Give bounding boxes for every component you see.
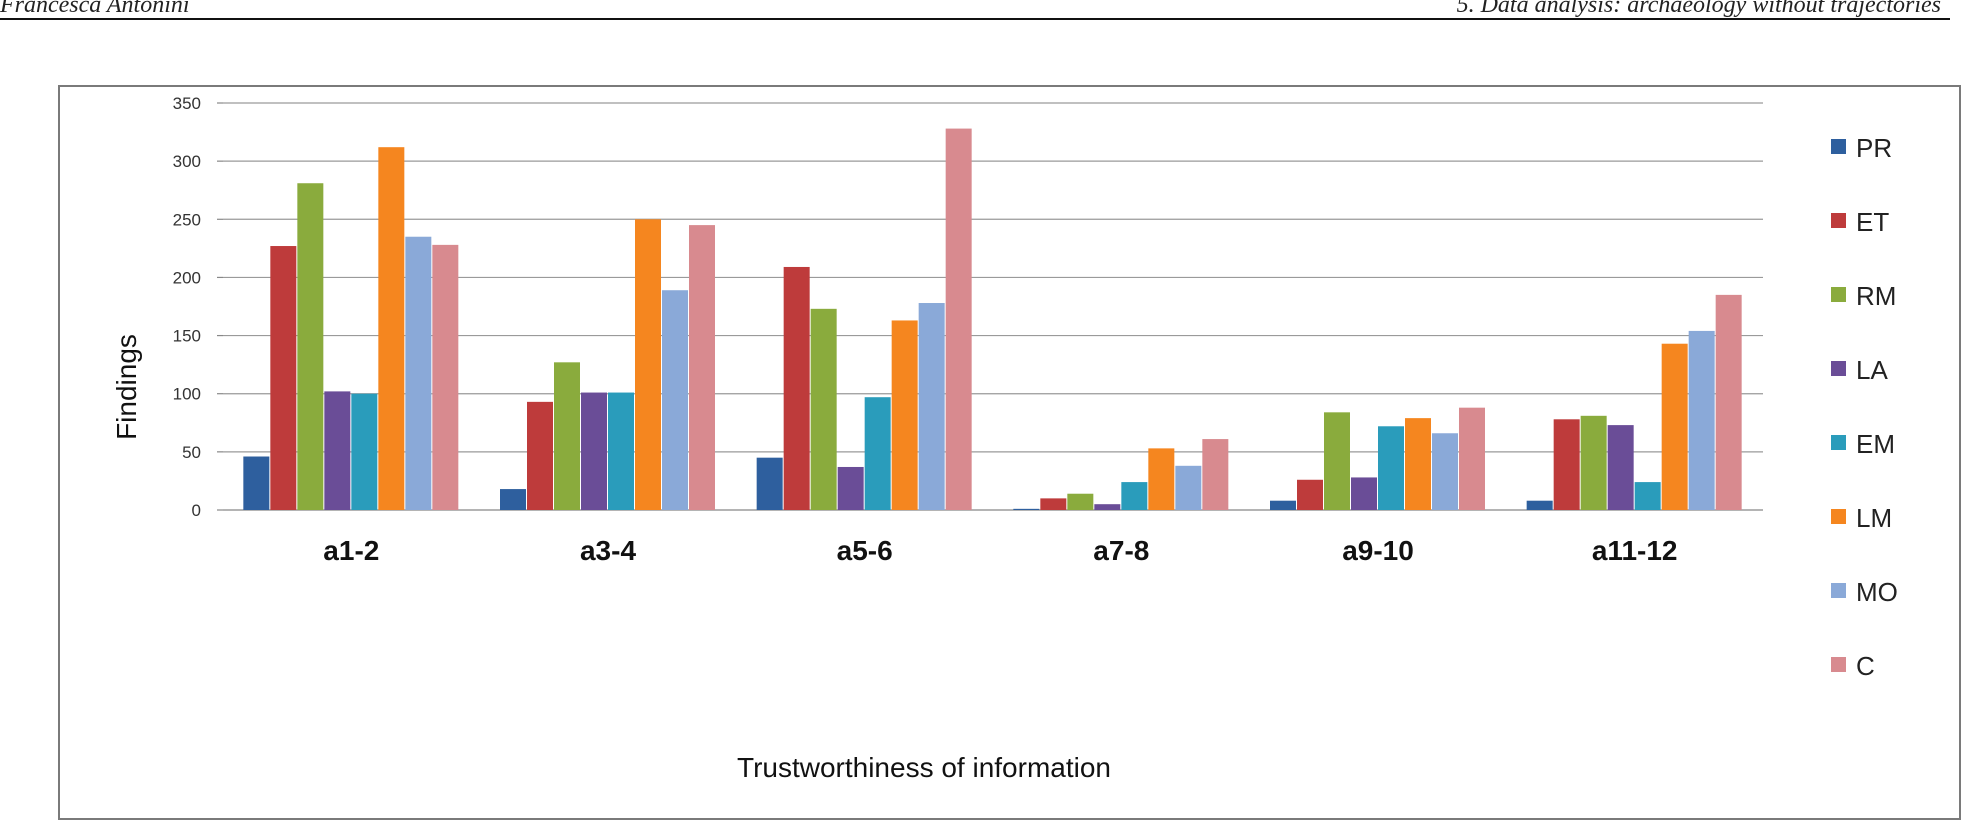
y-tick-labels: 0 50 100 150 200 250 300 350 [173, 94, 201, 520]
bar-pr-a1-2 [243, 456, 270, 510]
gridlines [217, 102, 1763, 511]
category-label: a3-4 [580, 535, 636, 566]
bar-la-a9-10 [1351, 477, 1377, 510]
category-labels: a1-2 a3-4 a5-6 a7-8 a9-10 a11-12 [323, 535, 1677, 566]
bar-rm-a3-4 [554, 362, 580, 510]
bar-la-a1-2 [324, 391, 351, 510]
legend-label-rm: RM [1856, 281, 1896, 311]
bar-mo-a9-10 [1432, 433, 1458, 510]
bar-c-a7-8 [1202, 439, 1229, 510]
legend-swatch-la [1831, 361, 1846, 376]
bar-lm-a3-4 [635, 219, 661, 511]
bar-pr-a3-4 [500, 489, 526, 510]
legend-label-em: EM [1856, 429, 1895, 459]
bar-rm-a11-12 [1580, 415, 1607, 510]
bar-pr-a5-6 [756, 457, 783, 510]
y-axis-title: Findings [111, 334, 142, 440]
x-axis-title: Trustworthiness of information [737, 752, 1111, 783]
bar-c-a1-2 [432, 244, 459, 510]
chart-frame: 0 50 100 150 200 250 300 350 a1-2 a3-4 a5-6 a7-8 a9… [58, 85, 1961, 820]
legend: PR ET RM LA EM LM MO C [1831, 133, 1898, 681]
legend-swatch-mo [1831, 583, 1846, 598]
y-tick-label: 0 [192, 501, 201, 520]
bar-em-a1-2 [351, 393, 378, 510]
header-chapter: 5. Data analysis: archaeology without tr… [1456, 0, 1941, 18]
bar-rm-a9-10 [1324, 412, 1350, 510]
header-author: Francesca Antonini [0, 0, 190, 18]
bar-et-a5-6 [783, 266, 810, 510]
legend-label-et: ET [1856, 207, 1889, 237]
bar-et-a1-2 [270, 246, 297, 510]
bars [243, 128, 1742, 511]
bar-mo-a11-12 [1688, 330, 1715, 510]
bar-mo-a3-4 [662, 290, 688, 510]
bar-et-a9-10 [1297, 479, 1323, 510]
legend-label-la: LA [1856, 355, 1888, 385]
bar-lm-a1-2 [378, 147, 405, 510]
bar-lm-a5-6 [891, 320, 918, 510]
bar-la-a3-4 [581, 392, 607, 510]
bar-la-a5-6 [837, 466, 864, 510]
legend-swatch-lm [1831, 509, 1846, 524]
bar-lm-a9-10 [1405, 418, 1431, 510]
bar-em-a3-4 [608, 392, 634, 510]
y-tick-label: 100 [173, 385, 201, 404]
category-label: a7-8 [1093, 535, 1149, 566]
y-tick-label: 150 [173, 327, 201, 346]
legend-swatch-c [1831, 657, 1846, 672]
header-rule [0, 18, 1950, 20]
bar-chart: 0 50 100 150 200 250 300 350 a1-2 a3-4 a5-6 a7-8 a9… [111, 94, 1898, 783]
y-tick-label: 200 [173, 268, 201, 287]
bar-pr-a7-8 [1013, 508, 1040, 510]
category-label: a5-6 [837, 535, 893, 566]
bar-et-a3-4 [527, 401, 553, 510]
category-label: a9-10 [1342, 535, 1414, 566]
bar-et-a7-8 [1040, 498, 1067, 510]
legend-label-mo: MO [1856, 577, 1898, 607]
bar-lm-a7-8 [1148, 448, 1175, 510]
bar-et-a11-12 [1553, 419, 1580, 510]
category-label: a1-2 [323, 535, 379, 566]
bar-em-a11-12 [1634, 482, 1661, 510]
bar-c-a11-12 [1715, 294, 1742, 510]
bar-rm-a7-8 [1067, 493, 1094, 510]
bar-c-a5-6 [945, 128, 972, 510]
bar-c-a9-10 [1459, 407, 1485, 510]
legend-swatch-rm [1831, 287, 1846, 302]
y-tick-label: 250 [173, 210, 201, 229]
y-tick-label: 350 [173, 94, 201, 113]
y-tick-label: 300 [173, 152, 201, 171]
y-tick-label: 50 [182, 443, 201, 462]
bar-pr-a9-10 [1270, 500, 1296, 510]
bar-lm-a11-12 [1661, 343, 1688, 510]
legend-swatch-em [1831, 435, 1846, 450]
category-label: a11-12 [1592, 535, 1678, 566]
legend-label-pr: PR [1856, 133, 1892, 163]
legend-swatch-et [1831, 213, 1846, 228]
bar-mo-a5-6 [918, 303, 945, 510]
bar-rm-a5-6 [810, 308, 837, 510]
bar-em-a7-8 [1121, 482, 1148, 510]
bar-la-a11-12 [1607, 425, 1634, 510]
legend-label-lm: LM [1856, 503, 1892, 533]
page-header: Francesca Antonini 5. Data analysis: arc… [0, 0, 1975, 24]
legend-label-c: C [1856, 651, 1875, 681]
legend-swatch-pr [1831, 139, 1846, 154]
bar-rm-a1-2 [297, 183, 324, 510]
bar-em-a9-10 [1378, 426, 1404, 510]
bar-c-a3-4 [689, 225, 715, 510]
bar-mo-a1-2 [405, 236, 432, 510]
bar-mo-a7-8 [1175, 465, 1202, 510]
bar-la-a7-8 [1094, 504, 1121, 510]
bar-pr-a11-12 [1526, 500, 1553, 510]
bar-em-a5-6 [864, 397, 891, 510]
